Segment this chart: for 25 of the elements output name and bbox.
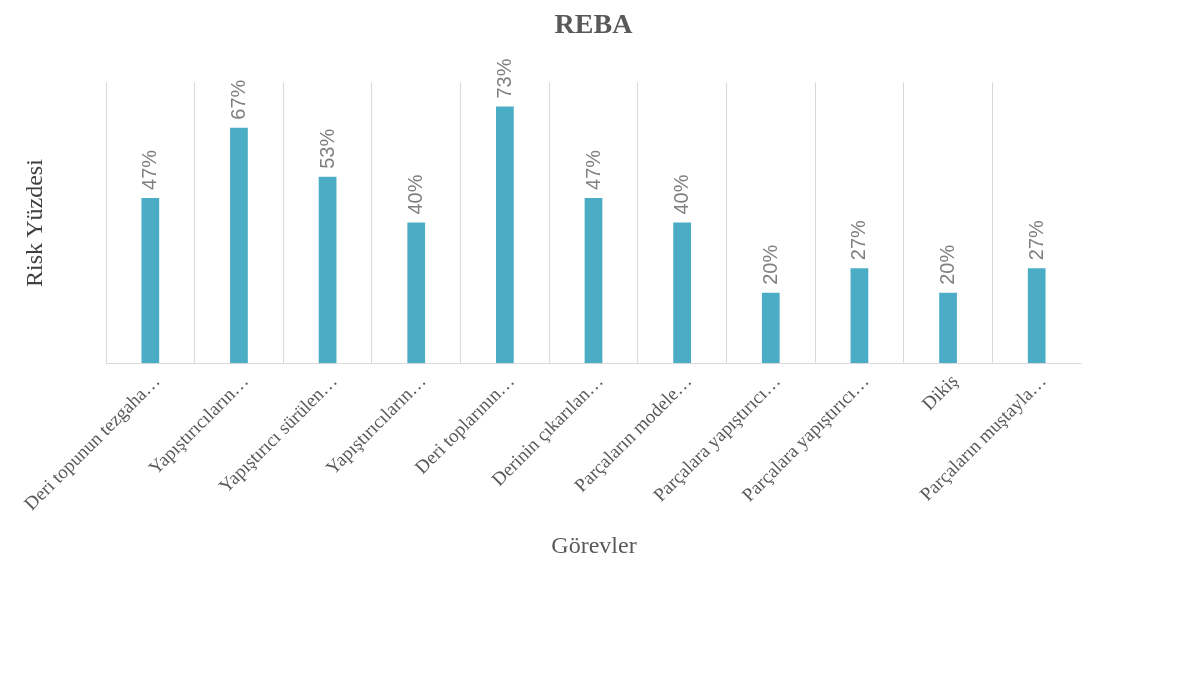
bar xyxy=(496,106,514,363)
data-label: 40% xyxy=(670,174,693,215)
x-axis-title: Görevler xyxy=(551,532,637,559)
bar xyxy=(673,222,691,363)
bar xyxy=(850,268,869,363)
data-label: 27% xyxy=(1024,219,1047,261)
bar xyxy=(141,197,160,363)
y-axis-title: Risk Yüzdesi xyxy=(20,158,47,287)
bar xyxy=(407,222,426,363)
bar xyxy=(230,127,248,363)
data-label: 20% xyxy=(936,244,959,285)
bar xyxy=(318,176,337,363)
data-label: 20% xyxy=(758,244,781,285)
data-label: 47% xyxy=(138,149,161,190)
bar xyxy=(584,197,603,363)
data-label: 73% xyxy=(492,58,515,99)
bar xyxy=(1027,268,1046,363)
data-label: 67% xyxy=(226,79,249,120)
data-label: 47% xyxy=(581,149,604,190)
bar xyxy=(939,292,957,363)
chart-title: REBA xyxy=(554,7,634,39)
bar xyxy=(761,292,780,363)
data-label: 53% xyxy=(315,128,338,169)
data-label: 27% xyxy=(847,219,870,261)
data-label: 40% xyxy=(404,174,427,215)
